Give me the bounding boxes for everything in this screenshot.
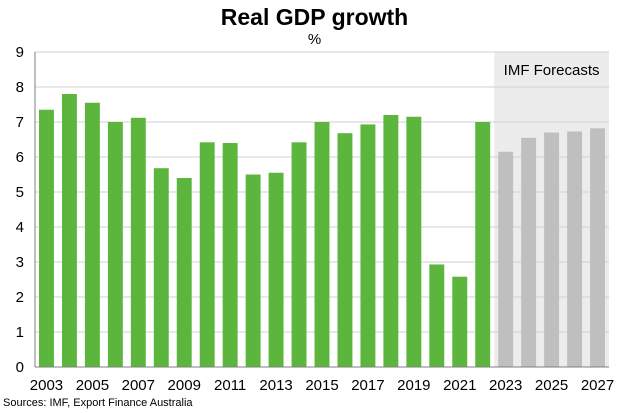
bar-2026: [567, 131, 583, 367]
plot-frame: [34, 52, 609, 368]
bar-2005: [84, 102, 100, 367]
y-tick-label: 6: [16, 149, 24, 166]
y-axis-ticks: 0 1 2 3 4 5 6 7 8 9: [16, 44, 24, 376]
y-tick-label: 0: [16, 359, 24, 376]
bars: [39, 94, 605, 367]
bar-2022: [475, 122, 491, 367]
y-tick-label: 2: [16, 289, 24, 306]
x-tick-label: 2015: [305, 377, 338, 394]
x-tick-label: 2007: [122, 377, 155, 394]
x-tick-label: 2005: [76, 377, 109, 394]
x-tick-label: 2011: [214, 377, 246, 394]
bar-2027: [590, 128, 605, 367]
bar-2016: [337, 133, 353, 367]
bar-2009: [176, 178, 192, 367]
bar-2003: [39, 109, 54, 367]
bar-2008: [153, 168, 169, 367]
bar-2014: [291, 142, 307, 367]
source-note: Sources: IMF, Export Finance Australia: [3, 397, 193, 409]
bar-2012: [245, 174, 261, 367]
bar-2006: [107, 122, 123, 367]
y-tick-label: 3: [16, 254, 24, 271]
x-tick-label: 2003: [30, 377, 63, 394]
x-tick-label: 2009: [168, 377, 201, 394]
bar-2007: [130, 117, 146, 367]
y-tick-label: 1: [16, 324, 24, 341]
bar-2024: [521, 137, 537, 367]
bar-2019: [406, 116, 422, 367]
x-tick-label: 2027: [581, 377, 614, 394]
x-tick-label: 2013: [259, 377, 292, 394]
chart-unit-label: %: [307, 31, 322, 48]
x-tick-label: 2025: [535, 377, 568, 394]
bar-2010: [199, 142, 215, 367]
bar-2025: [544, 132, 560, 367]
bar-2017: [360, 124, 376, 367]
bar-2013: [268, 172, 284, 367]
bar-2021: [452, 276, 468, 367]
y-tick-label: 4: [16, 219, 24, 236]
chart-title: Real GDP growth: [220, 4, 409, 30]
bar-2015: [314, 122, 330, 367]
y-tick-label: 8: [16, 79, 24, 96]
bar-2004: [61, 94, 77, 367]
x-tick-label: 2023: [489, 377, 522, 394]
bar-2011: [222, 143, 238, 367]
bar-2018: [383, 115, 399, 367]
forecast-annotation: IMF Forecasts: [504, 62, 600, 79]
x-tick-label: 2017: [351, 377, 384, 394]
x-tick-label: 2019: [397, 377, 430, 394]
bar-2020: [429, 264, 445, 367]
y-tick-label: 9: [16, 44, 24, 61]
bar-2023: [498, 151, 514, 367]
x-tick-label: 2021: [443, 377, 476, 394]
x-axis-ticks: 2003 2005 2007 2009 2011 2013 2015 2017 2019 2021…: [30, 377, 614, 394]
y-tick-label: 7: [16, 114, 24, 131]
y-tick-label: 5: [16, 184, 24, 201]
